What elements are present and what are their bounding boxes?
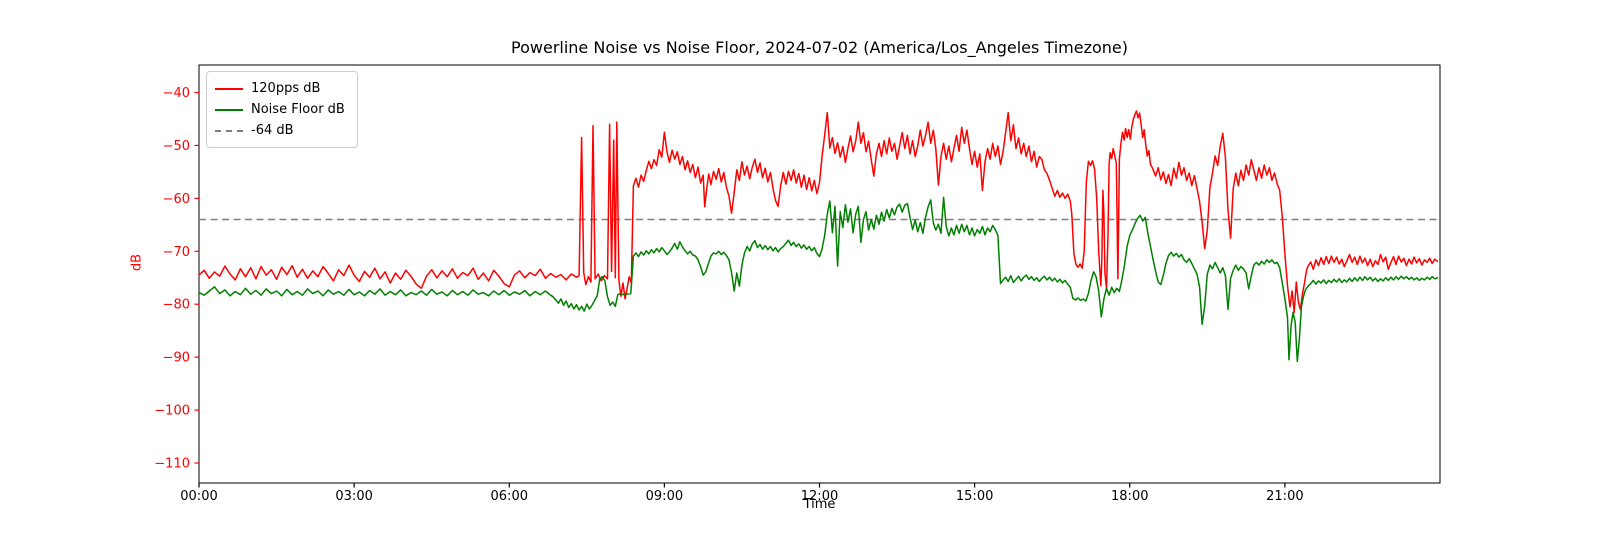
y-axis-label: dB: [129, 253, 145, 272]
y-tick-label: −40: [163, 86, 190, 101]
series-line-120pps: [198, 110, 1439, 313]
x-tick-label: 15:00: [956, 489, 993, 504]
legend-line-sample-green: [215, 108, 243, 111]
legend: 120pps dB Noise Floor dB -64 dB: [206, 71, 358, 148]
y-tick-label: −50: [163, 139, 190, 154]
y-tick-label: −90: [163, 351, 190, 366]
y-tick-label: −60: [163, 192, 190, 207]
legend-line-sample-red: [215, 87, 243, 90]
axes-spines: [198, 64, 1441, 484]
legend-entry-120pps: 120pps dB: [215, 78, 347, 99]
x-tick-label: 12:00: [801, 489, 838, 504]
legend-label: -64 dB: [251, 123, 294, 138]
x-tick-label: 09:00: [646, 489, 683, 504]
y-tick-label: −110: [154, 457, 190, 472]
x-tick-label: 03:00: [335, 489, 372, 504]
x-tick-label: 06:00: [491, 489, 528, 504]
x-tick-label: 18:00: [1111, 489, 1148, 504]
legend-entry-reference: -64 dB: [215, 120, 347, 141]
y-tick-label: −80: [163, 298, 190, 313]
series-line-noise-floor: [198, 196, 1439, 363]
y-tick-label: −100: [154, 404, 190, 419]
legend-line-sample-dashed: [215, 129, 243, 132]
x-tick-label: 00:00: [180, 489, 217, 504]
y-tick-label: −70: [163, 245, 190, 260]
x-tick-label: 21:00: [1266, 489, 1303, 504]
legend-entry-noise-floor: Noise Floor dB: [215, 99, 347, 120]
legend-label: Noise Floor dB: [251, 102, 345, 117]
x-axis-label: Time: [803, 497, 836, 512]
chart-title: Powerline Noise vs Noise Floor, 2024-07-…: [511, 38, 1128, 57]
legend-label: 120pps dB: [251, 81, 321, 96]
